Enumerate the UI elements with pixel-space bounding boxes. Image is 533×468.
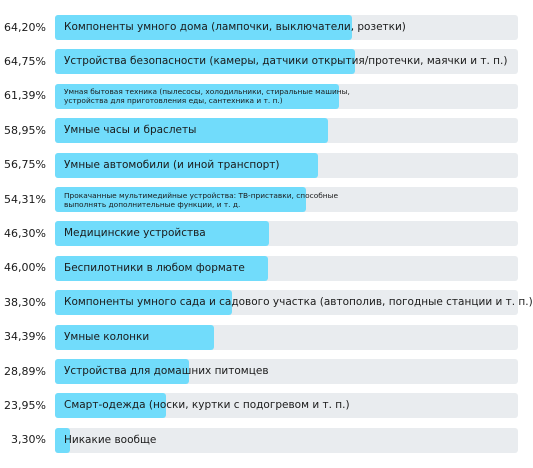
bar-row: 58,95% Умные часы и браслеты (0, 118, 533, 144)
value-label: 46,00% (4, 261, 46, 275)
bar (55, 290, 233, 316)
value-label: 38,30% (4, 295, 46, 309)
value-label: 58,95% (4, 123, 46, 137)
bar-row: 38,30% Компоненты умного сада и садового … (0, 290, 533, 316)
value-label: 56,75% (4, 158, 46, 172)
bar (55, 118, 328, 144)
value-label: 46,30% (4, 226, 46, 240)
bar (55, 427, 71, 453)
bar-row: 28,89% Устройства для домашних питомцев (0, 359, 533, 384)
bar-label: Умная бытовая техника (пылесосы, холодил… (64, 87, 350, 106)
value-label: 64,20% (4, 20, 46, 34)
bar-row: 56,75% Умные автомобили (и иной транспорт… (0, 152, 533, 178)
value-label: 28,89% (4, 364, 46, 378)
bar-row: 61,39% Умная бытовая техника (пылесосы, х… (0, 83, 533, 109)
bar-row: 46,00% Беспилотники в любом формате (0, 255, 533, 281)
bar-row: 54,31% Прокачанные мультимедийные устройс… (0, 187, 533, 212)
bar (55, 324, 215, 350)
bar-label: Компоненты умного дома (лампочки, выключ… (64, 21, 406, 33)
bar (55, 49, 355, 75)
bar (55, 83, 340, 109)
value-label: 64,75% (4, 54, 46, 68)
bar-label: Никакие вообще (64, 433, 157, 446)
value-label: 54,31% (4, 192, 46, 206)
value-label: 3,30% (11, 433, 46, 447)
value-label: 61,39% (4, 89, 46, 103)
bar-track (55, 427, 518, 453)
value-label: 23,95% (4, 398, 46, 412)
bar-label: Беспилотники в любом формате (64, 261, 245, 274)
bar (55, 152, 318, 178)
bar (55, 187, 307, 212)
bar-row: 64,75% Устройства безопасности (камеры, д… (0, 49, 533, 75)
bar-row: 23,95% Смарт-одежда (носки, куртки с подо… (0, 393, 533, 419)
bar-row: 3,30% Никакие вообще (0, 427, 533, 453)
bar-label: Умные часы и браслеты (64, 124, 197, 137)
bar-row: 46,30% Медицинские устройства (0, 221, 533, 247)
bar-label: Прокачанные мультимедийные устройства: Т… (64, 190, 339, 209)
bar-label: Устройства безопасности (камеры, датчики… (64, 55, 508, 68)
bar-row: 34,39% Умные колонки (0, 324, 533, 350)
bar-label: Смарт-одежда (носки, куртки с подогревом… (64, 399, 350, 412)
bar-row: 64,20% Компоненты умного дома (лампочки, … (0, 15, 533, 40)
value-label: 34,39% (4, 330, 46, 344)
bar-label: Медицинские устройства (64, 227, 206, 240)
bar-label: Умные автомобили (и иной транспорт) (64, 158, 280, 171)
bar-label: Умные колонки (64, 330, 150, 343)
bar-label: Устройства для домашних питомцев (64, 365, 269, 377)
bar (55, 255, 268, 281)
bar (55, 15, 353, 40)
bar (55, 393, 166, 419)
bar-label: Компоненты умного сада и садового участк… (64, 296, 533, 309)
bar (55, 221, 270, 247)
bar (55, 359, 189, 384)
